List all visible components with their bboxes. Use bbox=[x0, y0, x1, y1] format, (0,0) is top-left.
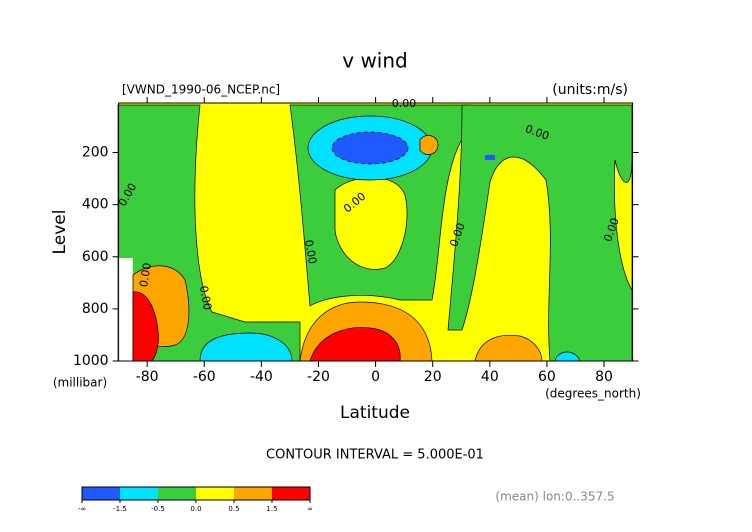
chart-title: v wind bbox=[342, 49, 407, 73]
y-axis-units: (millibar) bbox=[53, 376, 107, 390]
x-tick-label: 0 bbox=[371, 369, 380, 385]
contour-label: 0.00 bbox=[137, 262, 154, 288]
contour-region bbox=[331, 131, 409, 165]
x-tick-label: 80 bbox=[595, 369, 613, 385]
x-tick-label: -40 bbox=[250, 369, 273, 385]
contour-region bbox=[474, 334, 543, 362]
colorbar-cell bbox=[272, 487, 310, 500]
contour-region bbox=[447, 104, 633, 362]
x-tick-label: 20 bbox=[424, 369, 442, 385]
colorbar-label: 0.0 bbox=[190, 505, 201, 513]
contour-region bbox=[419, 135, 439, 155]
colorbar-cell bbox=[234, 487, 272, 500]
x-axis-title: Latitude bbox=[340, 403, 410, 423]
x-tick-label: -20 bbox=[307, 369, 330, 385]
colorbar-cell bbox=[82, 487, 120, 500]
contour-interval: CONTOUR INTERVAL = 5.000E-01 bbox=[266, 448, 484, 463]
colorbar-label: 1.5 bbox=[266, 505, 277, 513]
contour-label: 0.00 bbox=[302, 239, 319, 265]
contour-region bbox=[334, 177, 408, 270]
colorbar-label: 0.5 bbox=[228, 505, 239, 513]
y-axis-title: Level bbox=[50, 210, 70, 255]
units-label: (units:m/s) bbox=[552, 82, 628, 98]
contour-region bbox=[485, 155, 495, 160]
colorbar-label: -0.5 bbox=[151, 505, 165, 513]
y-tick-label: 600 bbox=[82, 249, 109, 265]
colorbar-cell bbox=[196, 487, 234, 500]
x-tick-label: 40 bbox=[481, 369, 499, 385]
contour-region bbox=[199, 332, 293, 362]
colorbar-cell bbox=[120, 487, 158, 500]
missing-data bbox=[118, 258, 133, 361]
footnote: (mean) lon:0..357.5 bbox=[495, 490, 614, 504]
contour-region bbox=[309, 327, 401, 362]
y-tick-label: 800 bbox=[82, 301, 109, 317]
x-tick-label: 60 bbox=[538, 369, 556, 385]
colorbar-label: ∞ bbox=[307, 505, 313, 513]
dataset-label: [VWND_1990-06_NCEP.nc] bbox=[122, 83, 280, 97]
y-tick-label: 200 bbox=[82, 145, 109, 161]
colorbar-label: -1.5 bbox=[113, 505, 127, 513]
contour-label: 0.00 bbox=[197, 285, 214, 311]
x-axis-units: (degrees_north) bbox=[545, 387, 641, 401]
x-tick-label: -80 bbox=[136, 369, 159, 385]
y-tick-label: 400 bbox=[82, 197, 109, 213]
x-tick-label: -60 bbox=[193, 369, 216, 385]
y-tick-label: 1000 bbox=[73, 353, 109, 369]
colorbar-label: -∞ bbox=[78, 505, 86, 513]
colorbar-cell bbox=[158, 487, 196, 500]
